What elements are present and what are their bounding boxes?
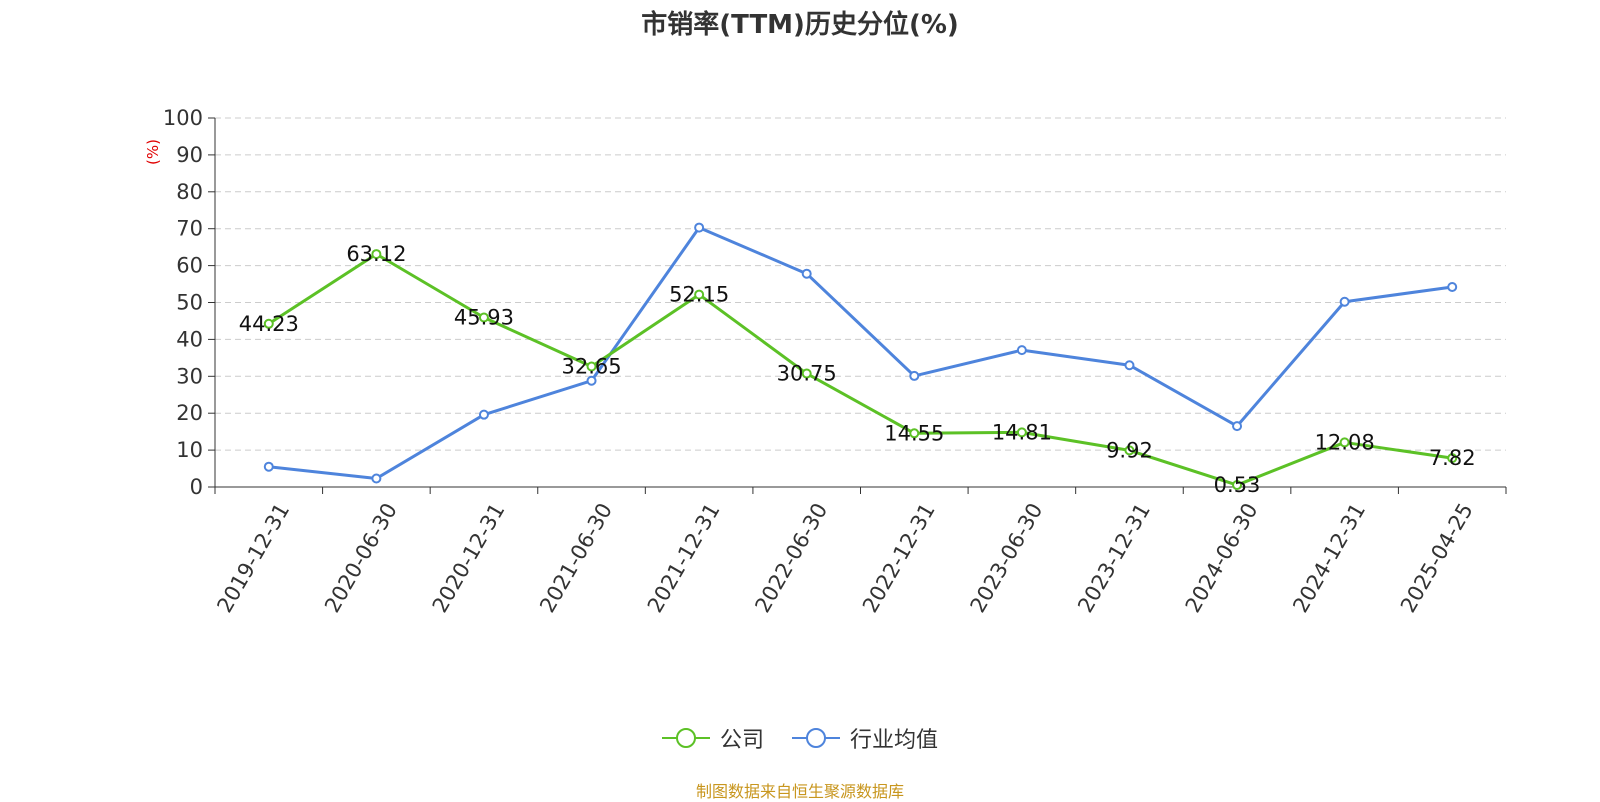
y-tick-label: 50 — [176, 291, 203, 315]
data-label: 0.53 — [1214, 473, 1261, 497]
legend-swatch-icon — [661, 728, 710, 748]
x-tick-label: 2024-12-31 — [1288, 499, 1370, 617]
y-tick-label: 40 — [176, 327, 203, 351]
x-tick-label: 2023-12-31 — [1073, 499, 1155, 617]
data-label: 44.23 — [239, 312, 299, 336]
data-label: 12.08 — [1315, 430, 1375, 454]
y-tick-label: 100 — [163, 106, 203, 130]
series-line — [268, 226, 1453, 481]
data-label: 7.82 — [1429, 446, 1476, 470]
x-tick-label: 2023-06-30 — [966, 499, 1048, 617]
x-tick-label: 2019-12-31 — [212, 499, 294, 617]
data-point — [1124, 360, 1135, 371]
data-label: 9.92 — [1106, 438, 1153, 462]
y-tick-label: 60 — [176, 254, 203, 278]
legend-swatch-icon — [792, 728, 840, 748]
legend-label: 公司 — [719, 728, 764, 753]
data-label: 14.55 — [884, 421, 944, 445]
y-tick-label: 0 — [190, 475, 203, 499]
data-point — [478, 312, 489, 323]
data-point — [909, 428, 920, 439]
x-tick-label: 2022-06-30 — [750, 499, 832, 617]
source-note: 制图数据来自恒生聚源数据库 — [695, 782, 904, 801]
data-label: 30.75 — [777, 362, 837, 386]
x-tick-label: 2021-12-31 — [643, 499, 725, 617]
data-label: 45.93 — [454, 306, 514, 330]
data-point — [694, 222, 705, 233]
legend-item[interactable]: 公司 — [661, 722, 764, 754]
data-point — [1339, 437, 1350, 448]
data-labels: 44.23 63.12 45.93 32.65 52.15 30.75 14.55 14.81… — [239, 242, 1476, 497]
x-tick-label: 2020-12-31 — [428, 499, 510, 617]
data-point — [909, 370, 920, 381]
x-tick-label: 2021-06-30 — [535, 499, 617, 617]
legend-label: 行业均值 — [850, 728, 939, 753]
data-label: 14.81 — [992, 420, 1052, 444]
data-point — [1447, 282, 1458, 293]
data-point — [1232, 421, 1243, 432]
data-point — [371, 473, 382, 484]
grid-lines — [215, 117, 1506, 451]
legend: 公司 行业均值 — [0, 722, 1600, 754]
data-label: 63.12 — [346, 242, 406, 266]
series-lines — [263, 222, 1458, 491]
legend-item[interactable]: 行业均值 — [792, 722, 938, 754]
data-label: 52.15 — [669, 283, 729, 307]
y-tick-label: 80 — [176, 180, 203, 204]
data-point — [801, 368, 812, 379]
data-point — [263, 318, 274, 329]
y-tick-label: 70 — [176, 217, 203, 241]
data-point — [801, 268, 812, 279]
x-tick-label: 2025-04-25 — [1396, 499, 1478, 617]
data-point — [1016, 345, 1027, 356]
data-point — [694, 289, 705, 300]
x-tick-label: 2022-12-31 — [858, 499, 940, 617]
y-axis-label: (%) — [144, 139, 162, 165]
data-point — [1016, 427, 1027, 438]
data-label: 32.65 — [561, 355, 621, 379]
data-point — [371, 249, 382, 260]
y-tick-label: 90 — [176, 143, 203, 167]
data-point — [586, 361, 597, 372]
chart-title: 市销率(TTM)历史分位(%) — [641, 10, 959, 40]
data-point — [478, 409, 489, 420]
series-line — [267, 252, 1453, 487]
data-point — [1124, 445, 1135, 456]
data-point — [1339, 296, 1350, 307]
y-tick-label: 30 — [176, 364, 203, 388]
x-tick-label: 2024-06-30 — [1181, 499, 1263, 617]
y-tick-label: 20 — [176, 401, 203, 425]
data-point — [1447, 453, 1458, 464]
data-point — [263, 461, 274, 472]
x-tick-label: 2020-06-30 — [320, 499, 402, 617]
data-point — [1232, 480, 1243, 491]
data-point — [586, 375, 597, 386]
y-tick-label: 10 — [176, 438, 203, 462]
